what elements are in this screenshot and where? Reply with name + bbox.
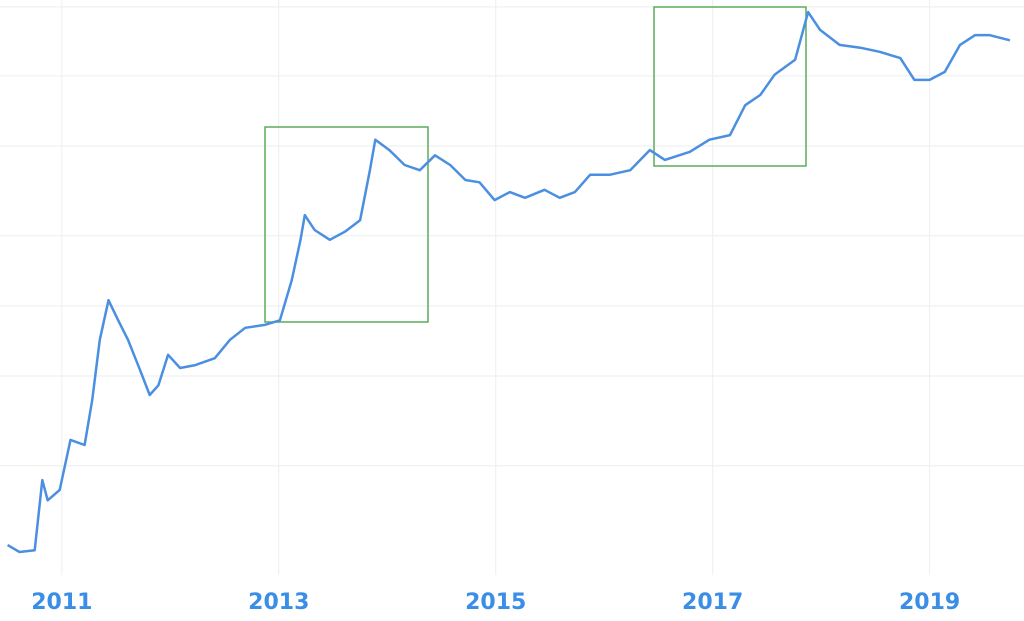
x-tick-label: 2017 <box>682 590 743 615</box>
x-tick-label: 2011 <box>31 590 92 615</box>
x-tick-label: 2015 <box>465 590 526 615</box>
x-tick-label: 2019 <box>899 590 960 615</box>
price-line <box>6 10 1011 554</box>
highlight-box <box>653 6 807 167</box>
x-tick-label: 2013 <box>248 590 309 615</box>
highlight-box <box>264 126 429 323</box>
